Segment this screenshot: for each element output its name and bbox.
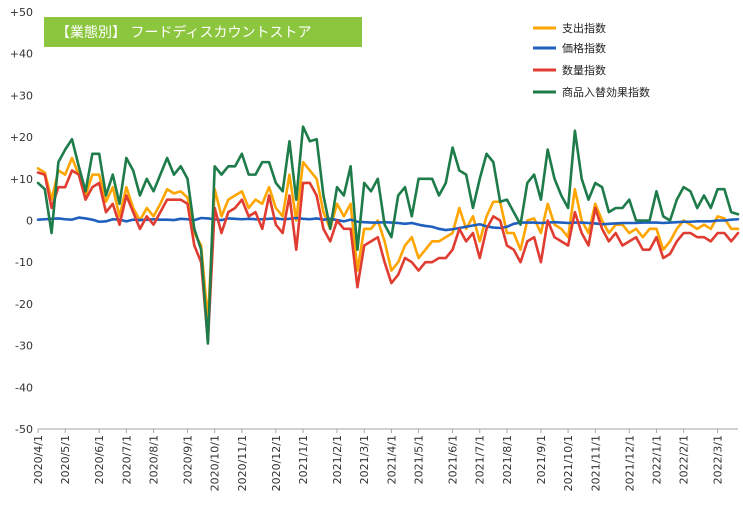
y-axis: +50 +40 +30 +20 +10 0 -10 -20 -30 -40 -50 — [10, 6, 33, 436]
y-tick-label: +40 — [10, 48, 33, 61]
x-tick-label: 2021/7/1 — [474, 435, 487, 484]
x-tick-label: 2022/1/1 — [650, 435, 663, 484]
x-tick-label: 2021/6/1 — [447, 435, 460, 484]
x-tick-label: 2021/8/1 — [501, 435, 514, 484]
x-tick-label: 2021/11/1 — [589, 435, 602, 491]
legend-item: 価格指数 — [533, 41, 606, 55]
legend-item: 数量指数 — [533, 63, 606, 77]
y-tick-label: -20 — [15, 298, 33, 311]
y-tick-label: -40 — [15, 381, 33, 394]
y-tick-label: +10 — [10, 173, 33, 186]
y-tick-label: -30 — [15, 340, 33, 353]
series-line — [36, 156, 740, 322]
x-tick-label: 2020/8/1 — [148, 435, 161, 484]
legend-label: 商品入替効果指数 — [562, 85, 650, 99]
x-tick-label: 2021/12/1 — [623, 435, 636, 491]
series-lines — [36, 125, 740, 345]
x-tick-label: 2020/12/1 — [270, 435, 283, 491]
x-tick-label: 2020/4/1 — [32, 435, 45, 484]
y-tick-label: 0 — [26, 215, 33, 228]
x-tick-label: 2021/5/1 — [413, 435, 426, 484]
x-tick-label: 2021/9/1 — [535, 435, 548, 484]
x-tick-label: 2021/10/1 — [562, 435, 575, 491]
chart-title-box: 【業態別】 フードディスカウントストア — [44, 17, 362, 47]
chart-title: 【業態別】 フードディスカウントストア — [56, 24, 311, 41]
legend-label: 価格指数 — [562, 41, 606, 55]
x-tick-label: 2022/3/1 — [712, 435, 725, 484]
x-tick-label: 2020/9/1 — [182, 435, 195, 484]
x-tick-label: 2020/11/1 — [236, 435, 249, 491]
series-line — [36, 125, 740, 345]
legend-item: 支出指数 — [533, 21, 606, 35]
y-tick-label: +50 — [10, 6, 33, 19]
series-line — [36, 216, 740, 232]
legend-label: 数量指数 — [562, 63, 606, 77]
y-tick-label: -10 — [15, 256, 33, 269]
x-tick-label: 2020/7/1 — [120, 435, 133, 484]
x-tick-label: 2022/2/1 — [678, 435, 691, 484]
x-tick-label: 2020/10/1 — [209, 435, 222, 491]
x-axis: 2020/4/1 2020/5/1 2020/6/1 2020/7/1 2020/8/1… — [32, 428, 738, 491]
x-tick-label: 2021/3/1 — [358, 435, 371, 484]
x-tick-label: 2021/4/1 — [385, 435, 398, 484]
x-tick-label: 2021/1/1 — [297, 435, 310, 484]
legend-item: 商品入替効果指数 — [533, 85, 650, 99]
legend: 支出指数 価格指数 数量指数 商品入替効果指数 — [533, 21, 650, 99]
x-tick-label: 2020/6/1 — [93, 435, 106, 484]
y-tick-label: -50 — [15, 423, 33, 436]
x-tick-label: 2020/5/1 — [59, 435, 72, 484]
series-line — [36, 169, 740, 343]
y-tick-label: +20 — [10, 131, 33, 144]
x-tick-label: 2021/2/1 — [331, 435, 344, 484]
legend-label: 支出指数 — [562, 21, 606, 35]
y-tick-label: +30 — [10, 89, 33, 102]
